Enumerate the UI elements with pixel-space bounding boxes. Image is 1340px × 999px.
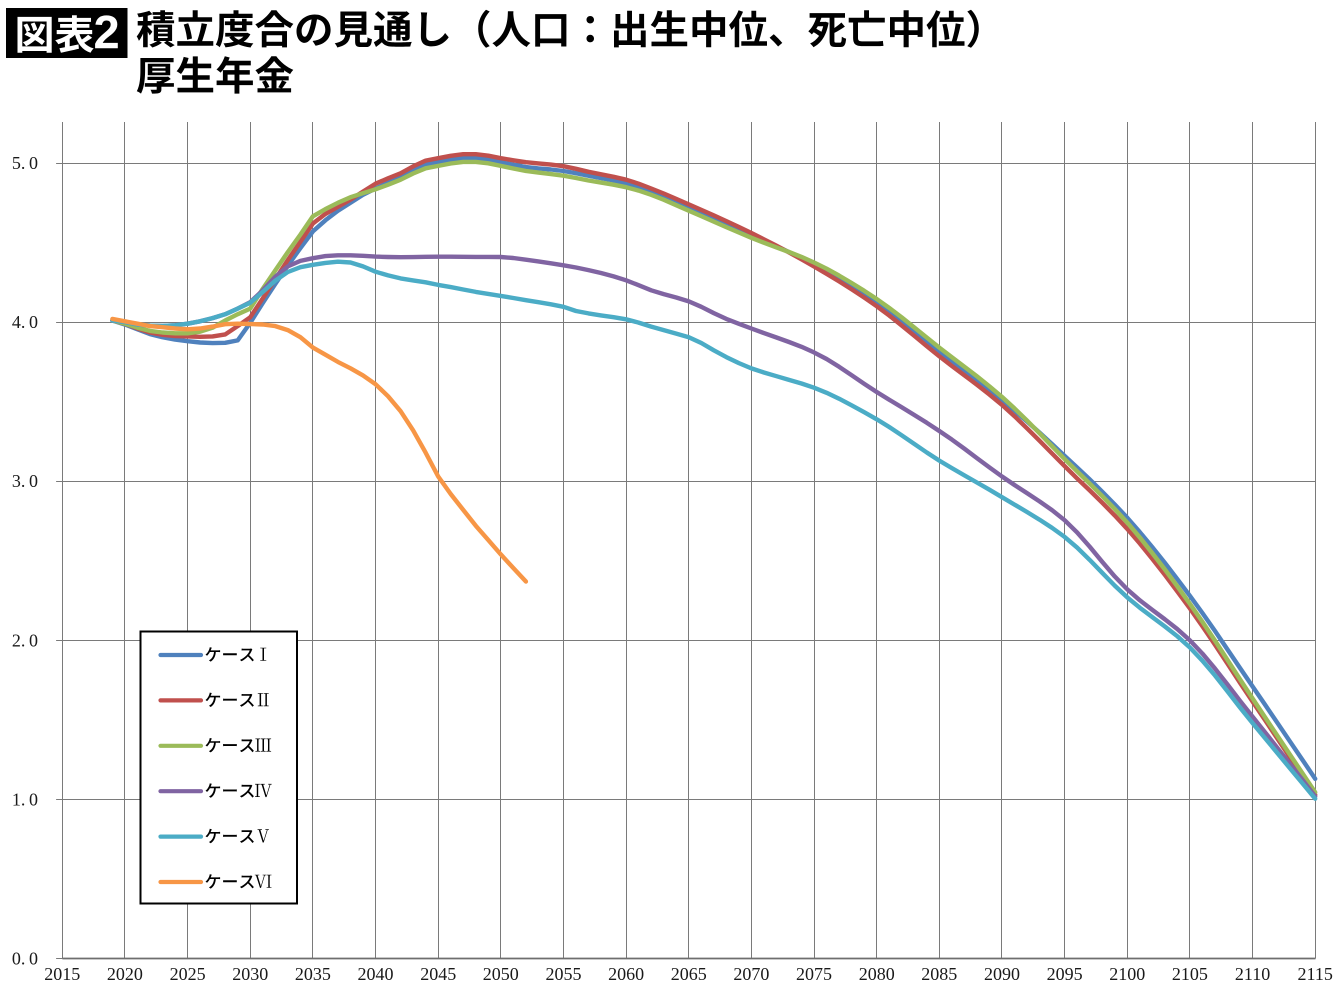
svg-text:5. 0: 5. 0 [12, 153, 38, 173]
svg-text:2070: 2070 [733, 964, 769, 984]
svg-text:2. 0: 2. 0 [12, 630, 38, 650]
svg-text:0. 0: 0. 0 [12, 949, 38, 969]
svg-text:2030: 2030 [232, 964, 268, 984]
svg-text:2060: 2060 [608, 964, 644, 984]
svg-text:2055: 2055 [546, 964, 582, 984]
svg-text:2115: 2115 [1298, 964, 1333, 984]
svg-text:4. 0: 4. 0 [12, 312, 38, 332]
svg-text:2075: 2075 [796, 964, 832, 984]
svg-text:2105: 2105 [1172, 964, 1208, 984]
svg-text:2085: 2085 [921, 964, 957, 984]
svg-text:2025: 2025 [170, 964, 206, 984]
svg-text:2065: 2065 [671, 964, 707, 984]
svg-text:2090: 2090 [984, 964, 1020, 984]
svg-text:2035: 2035 [295, 964, 331, 984]
svg-text:2100: 2100 [1109, 964, 1145, 984]
svg-text:2015: 2015 [44, 964, 80, 984]
svg-text:2080: 2080 [859, 964, 895, 984]
svg-text:3. 0: 3. 0 [12, 471, 38, 491]
svg-text:2040: 2040 [358, 964, 394, 984]
svg-text:2050: 2050 [483, 964, 519, 984]
svg-text:2045: 2045 [420, 964, 456, 984]
svg-text:2020: 2020 [107, 964, 143, 984]
svg-text:1. 0: 1. 0 [12, 790, 38, 810]
svg-text:2095: 2095 [1047, 964, 1083, 984]
svg-text:2110: 2110 [1235, 964, 1270, 984]
